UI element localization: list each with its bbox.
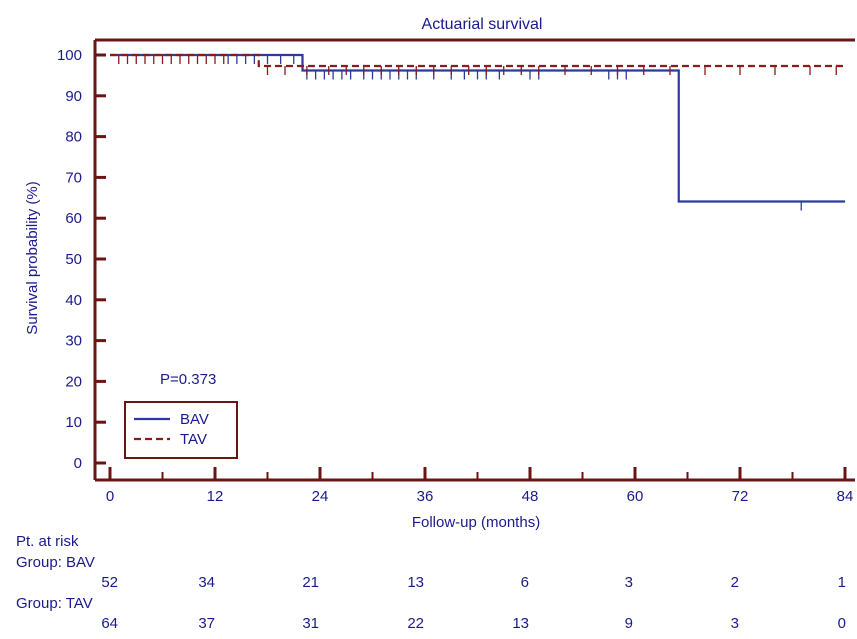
y-tick-label: 30 xyxy=(65,333,82,350)
legend-label-bav: BAV xyxy=(180,411,209,428)
x-tick-label: 84 xyxy=(837,488,854,505)
legend-label-tav: TAV xyxy=(180,431,207,448)
p-value-annotation: P=0.373 xyxy=(160,371,216,388)
y-tick-label: 90 xyxy=(65,88,82,105)
y-tick-label: 60 xyxy=(65,210,82,227)
risk-count: 31 xyxy=(302,615,319,632)
risk-count: 3 xyxy=(731,615,739,632)
legend: BAV TAV xyxy=(124,401,238,459)
risk-count: 22 xyxy=(407,615,424,632)
survival-curves xyxy=(110,53,845,203)
risk-count: 52 xyxy=(101,574,118,591)
x-tick-label: 36 xyxy=(417,488,434,505)
risk-count: 21 xyxy=(302,574,319,591)
x-tick-label: 72 xyxy=(732,488,749,505)
y-tick-label: 80 xyxy=(65,129,82,146)
y-tick-label: 40 xyxy=(65,292,82,309)
y-tick-label: 20 xyxy=(65,373,82,390)
x-tick-label: 48 xyxy=(522,488,539,505)
axes: 0 10 20 30 40 50 60 70 80 90 100 0 12 24 36 48 60 72 84 xyxy=(57,38,855,505)
x-tick-label: 60 xyxy=(627,488,644,505)
chart-title: Actuarial survival xyxy=(422,16,543,33)
x-tick-label: 0 xyxy=(106,488,114,505)
x-tick-label: 24 xyxy=(312,488,329,505)
x-axis-label: Follow-up (months) xyxy=(412,514,540,531)
curve-bav xyxy=(110,53,845,203)
curve-tav xyxy=(110,53,845,68)
y-tick-label: 70 xyxy=(65,169,82,186)
risk-count: 6 xyxy=(521,574,529,591)
y-tick-label: 100 xyxy=(57,47,82,64)
risk-group-label: Group: BAV xyxy=(16,554,95,571)
risk-count: 3 xyxy=(625,574,633,591)
y-tick-label: 10 xyxy=(65,414,82,431)
risk-count: 64 xyxy=(101,615,118,632)
risk-count: 13 xyxy=(407,574,424,591)
y-axis-label: Survival probability (%) xyxy=(24,181,41,334)
risk-count: 9 xyxy=(625,615,633,632)
legend-box xyxy=(124,401,238,459)
y-tick-label: 50 xyxy=(65,251,82,268)
y-tick-label: 0 xyxy=(74,455,82,472)
risk-count: 34 xyxy=(198,574,215,591)
risk-count: 13 xyxy=(512,615,529,632)
risk-count: 1 xyxy=(838,574,846,591)
risk-group-label: Group: TAV xyxy=(16,595,93,612)
risk-count: 37 xyxy=(198,615,215,632)
x-tick-label: 12 xyxy=(207,488,224,505)
risk-count: 2 xyxy=(731,574,739,591)
censor-marks xyxy=(118,55,837,211)
risk-table-header: Pt. at risk xyxy=(16,533,79,550)
risk-count: 0 xyxy=(838,615,846,632)
